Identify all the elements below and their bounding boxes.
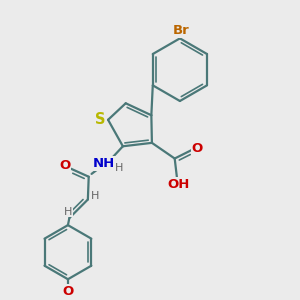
Text: H: H (91, 191, 99, 201)
Text: O: O (192, 142, 203, 155)
Text: Br: Br (173, 24, 190, 37)
Text: H: H (64, 207, 72, 217)
Text: O: O (59, 159, 70, 172)
Text: S: S (95, 112, 105, 127)
Text: H: H (115, 163, 124, 172)
Text: O: O (62, 285, 74, 298)
Text: NH: NH (93, 157, 115, 170)
Text: OH: OH (167, 178, 190, 191)
